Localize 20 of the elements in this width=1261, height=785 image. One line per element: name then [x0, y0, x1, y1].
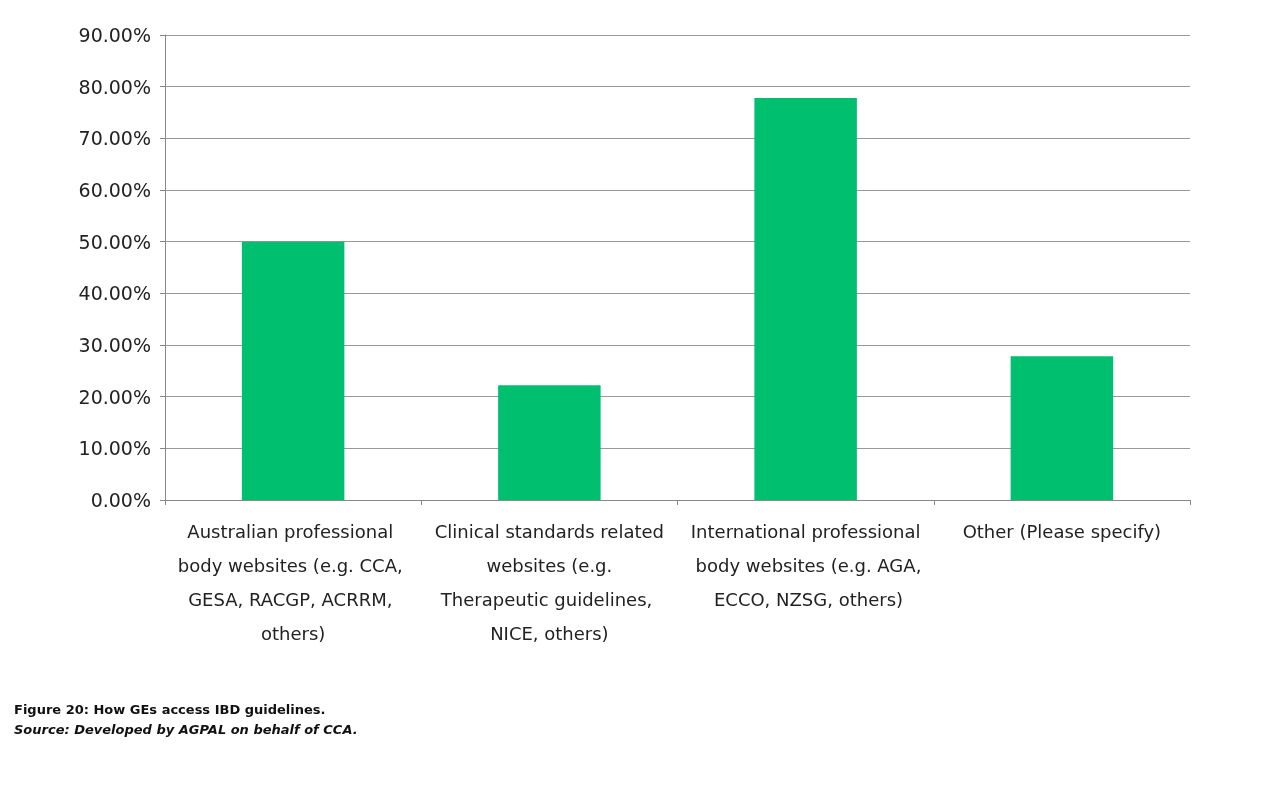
bar: [241, 241, 345, 500]
y-tick-label: 40.00%: [78, 282, 151, 305]
y-tick-label: 30.00%: [78, 334, 151, 356]
x-tick-label: Other (Please specify): [962, 520, 1162, 542]
y-tick-label: 90.00%: [78, 24, 151, 46]
bar: [1010, 356, 1114, 500]
y-tick-label: 10.00%: [78, 437, 151, 460]
y-tick-label: 0.00%: [90, 489, 151, 511]
y-tick-label: 80.00%: [78, 75, 151, 98]
text: Figure 20: How GEs access IBD guidelines.: [14, 702, 326, 717]
x-tick-label: International professional body websites (e.g. AGA, ECCO, NZSG, others): [689, 520, 922, 610]
y-tick-label: 20.00%: [78, 385, 151, 408]
x-tick-label: Clinical standards related websites (e.g. Therapeutic guidelines, NICE, others): [434, 520, 664, 644]
bar: [498, 385, 601, 500]
bar: [754, 98, 857, 500]
y-tick-label: 60.00%: [78, 179, 151, 201]
y-tick-label: 70.00%: [78, 127, 151, 150]
x-tick-label: Australian professional body websites (e.g. CCA, GESA, RACGP, ACRRM, others): [177, 520, 409, 644]
source-note: Source: Developed by AGPAL on behalf of CCA.: [14, 722, 358, 737]
y-tick-label: 50.00%: [78, 230, 151, 253]
